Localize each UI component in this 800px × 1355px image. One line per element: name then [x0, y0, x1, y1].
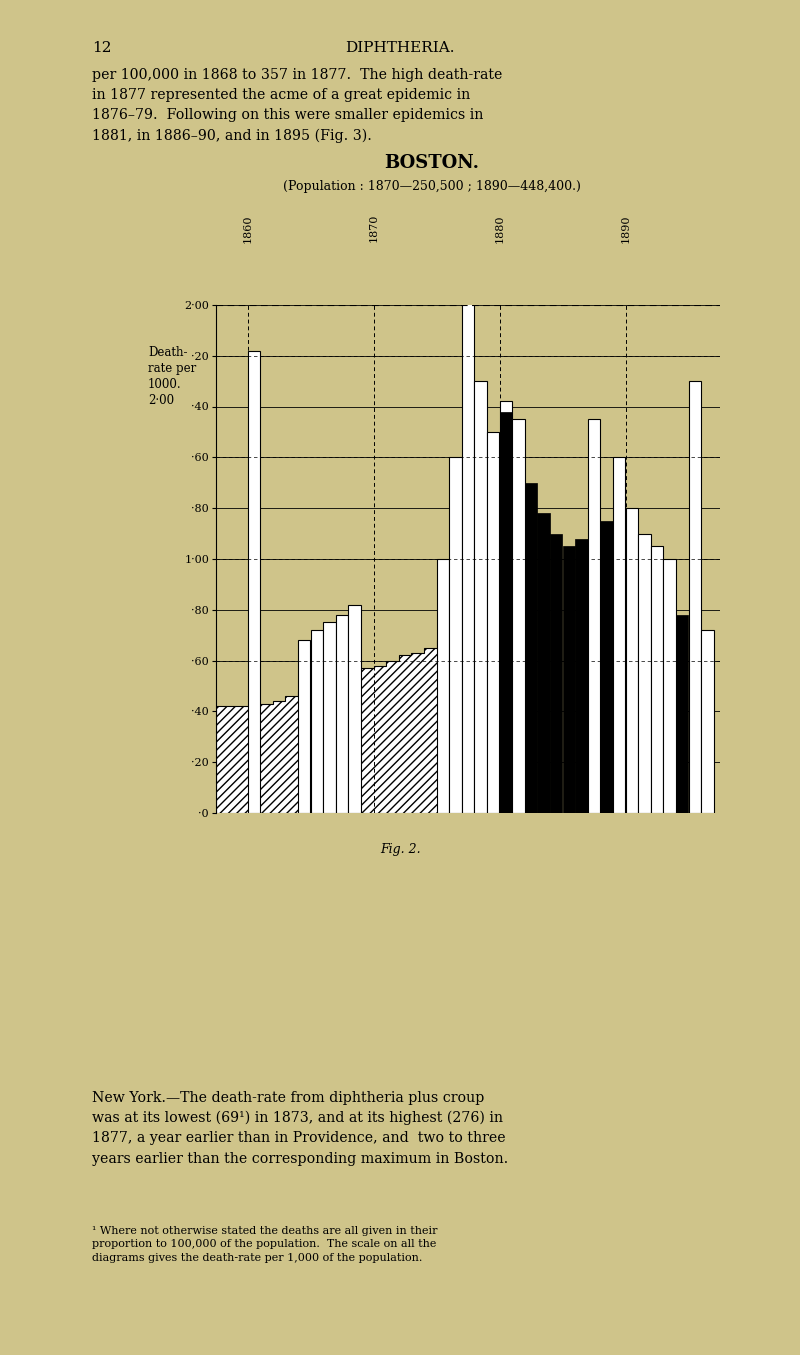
- Bar: [702, 641, 714, 813]
- Text: New York.—The death-rate from diphtheria ​plus croup
was at its lowest (69¹) in : New York.—The death-rate from diphtheria…: [92, 1091, 508, 1165]
- Bar: [310, 630, 323, 813]
- Bar: [500, 401, 512, 813]
- Bar: [487, 432, 499, 813]
- Bar: [588, 419, 600, 813]
- Text: 1880: 1880: [494, 214, 505, 243]
- Bar: [689, 394, 701, 813]
- Text: 12: 12: [92, 41, 111, 54]
- Bar: [538, 514, 550, 813]
- Bar: [588, 528, 600, 813]
- Text: Fig. 2.: Fig. 2.: [380, 843, 420, 856]
- Bar: [651, 546, 663, 813]
- Bar: [437, 558, 449, 813]
- Bar: [462, 293, 474, 813]
- Bar: [450, 458, 462, 813]
- Text: 1870: 1870: [369, 214, 378, 243]
- Polygon shape: [216, 558, 499, 813]
- Bar: [601, 520, 613, 813]
- Text: DIPHTHERIA.: DIPHTHERIA.: [346, 41, 454, 54]
- Bar: [525, 482, 537, 813]
- Bar: [500, 412, 512, 813]
- Bar: [626, 508, 638, 813]
- Text: 1890: 1890: [621, 214, 630, 243]
- Bar: [575, 538, 587, 813]
- Bar: [512, 432, 525, 813]
- Text: (Population : 1870—250,500 ; 1890—448,400.): (Population : 1870—250,500 ; 1890—448,40…: [283, 180, 581, 194]
- Bar: [474, 381, 486, 813]
- Bar: [702, 630, 714, 813]
- Bar: [689, 381, 701, 813]
- Bar: [676, 615, 688, 813]
- Bar: [336, 615, 348, 813]
- Bar: [512, 419, 525, 813]
- Bar: [613, 534, 626, 813]
- Text: 1860: 1860: [242, 214, 253, 243]
- Bar: [638, 534, 650, 813]
- Bar: [663, 558, 676, 813]
- Text: BOSTON.: BOSTON.: [385, 154, 479, 172]
- Bar: [248, 351, 260, 813]
- Bar: [626, 551, 638, 813]
- Bar: [651, 589, 663, 813]
- Text: per 100,000 in 1868 to 357 in 1877.  The high death-rate
in 1877 represented the: per 100,000 in 1868 to 357 in 1877. The …: [92, 68, 502, 142]
- Text: ¹ Where not otherwise stated the deaths are all given in their
proportion to 100: ¹ Where not otherwise stated the deaths …: [92, 1226, 438, 1263]
- Bar: [663, 604, 676, 813]
- Bar: [323, 622, 335, 813]
- Bar: [638, 572, 650, 813]
- Bar: [562, 546, 575, 813]
- Text: Death-
rate per
1000.
2·00: Death- rate per 1000. 2·00: [148, 346, 196, 406]
- Bar: [613, 458, 626, 813]
- Bar: [550, 534, 562, 813]
- Bar: [349, 604, 361, 813]
- Bar: [298, 641, 310, 813]
